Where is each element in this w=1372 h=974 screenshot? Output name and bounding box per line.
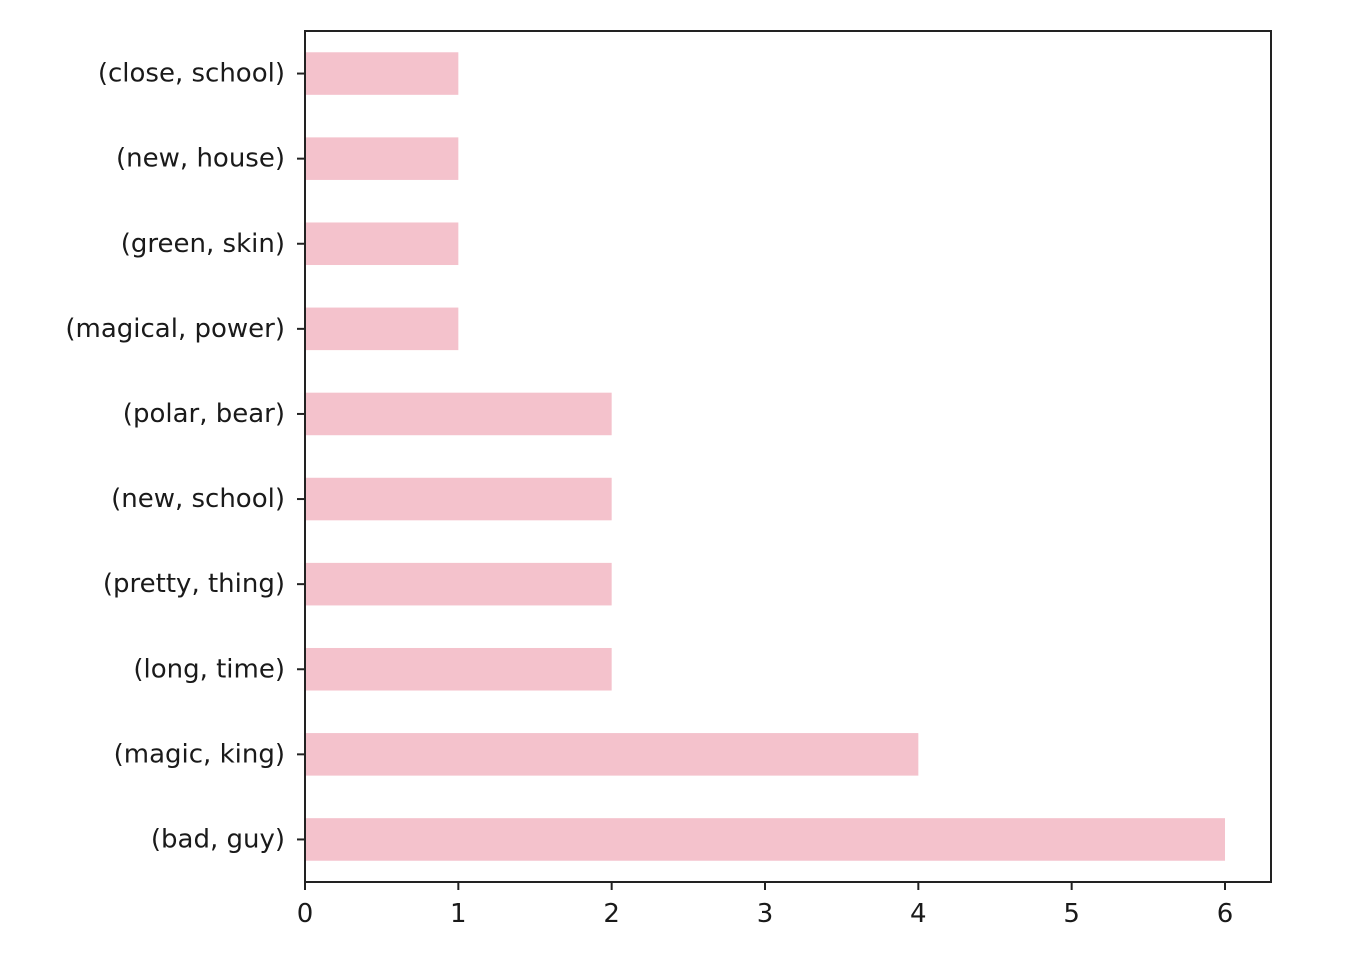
- y-axis-ticks: (close, school) (new, house) (green, skin)…: [65, 59, 305, 854]
- y-tick-label: (green, skin): [121, 229, 285, 259]
- y-tick-label: (magical, power): [65, 314, 285, 344]
- bar: [305, 52, 459, 95]
- y-tick-label: (magic, king): [114, 739, 285, 769]
- bar: [305, 562, 612, 606]
- x-tick-label: 6: [1217, 899, 1234, 929]
- bar: [305, 733, 919, 776]
- x-tick-label: 5: [1063, 899, 1080, 929]
- y-tick-label: (new, house): [116, 144, 285, 174]
- bar: [305, 392, 612, 436]
- bar: [305, 307, 459, 351]
- y-tick-label: (bad, guy): [151, 824, 285, 854]
- plot-area-frame: [304, 30, 1272, 883]
- bars: [305, 52, 1225, 861]
- y-tick-label: (pretty, thing): [103, 569, 285, 599]
- y-tick-label: (close, school): [98, 59, 285, 89]
- y-tick-label: (polar, bear): [123, 399, 285, 429]
- bar: [305, 477, 612, 521]
- x-axis-ticks: 0 1 2 3 4 5 6: [297, 882, 1234, 929]
- bar: [305, 818, 1225, 861]
- x-tick-label: 4: [910, 899, 927, 929]
- bar: [305, 647, 612, 691]
- x-tick-label: 1: [450, 899, 467, 929]
- x-tick-label: 2: [603, 899, 620, 929]
- x-tick-label: 0: [297, 899, 314, 929]
- y-tick-label: (new, school): [111, 484, 285, 514]
- x-tick-label: 3: [757, 899, 774, 929]
- y-tick-label: (long, time): [133, 654, 285, 684]
- bar: [305, 222, 459, 266]
- bar: [305, 137, 459, 180]
